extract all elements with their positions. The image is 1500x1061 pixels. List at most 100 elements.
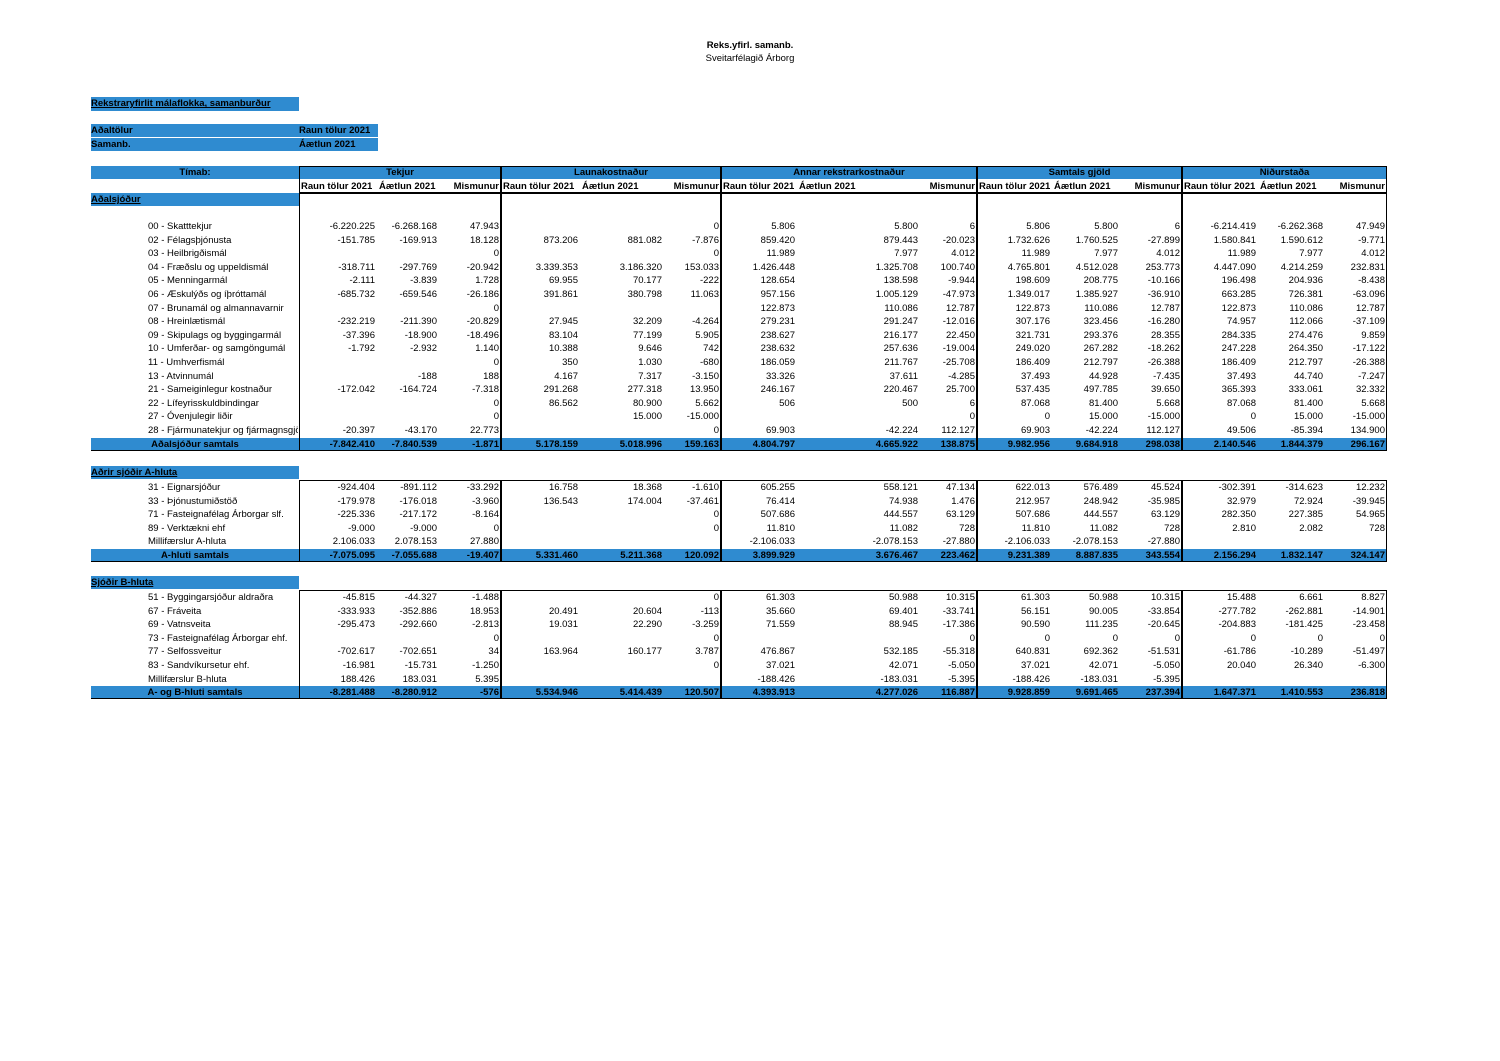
doc-subtitle: Sveitarfélagið Árborg [705,53,795,64]
cell: 37.021 [1020,660,1050,671]
cell: -2.106.033 [1004,536,1050,548]
group-header: Samtals gjöld [1048,167,1111,178]
row-label: 33 - Þjónustumiðstöð [148,495,238,507]
cell: -55.318 [942,646,975,658]
cell: 69.903 [765,425,795,436]
cell: 69.955 [548,275,578,287]
cell: 12.787 [945,302,975,314]
cell: 7.977 [1299,248,1323,260]
cell: 6.661 [1299,592,1323,603]
cell: 227.385 [1288,509,1323,521]
cell: 391.861 [543,289,578,300]
cell: -15.000 [686,411,719,423]
cell: -23.458 [1352,619,1385,631]
column-header: Áætlun 2021 [582,181,639,192]
cell: 0 [1379,632,1385,644]
cell: 33.326 [765,370,795,382]
total-label: A-hluti samtals [160,550,230,561]
cell: 622.013 [1015,482,1050,493]
total-cell: -8.280.912 [391,687,437,699]
cell: 253.773 [1145,261,1180,273]
row-label: 07 - Brunamál og almannavarnir [148,302,284,314]
cell: 74.938 [888,495,918,507]
cell: 444.557 [1083,509,1118,521]
cell: -702.651 [399,646,437,658]
cell: -15.000 [1352,411,1385,423]
cell: -6.300 [1358,660,1385,671]
cell: 42.071 [1088,660,1118,671]
cell: 1.030 [638,357,662,368]
cell: -179.978 [337,495,375,507]
cell: -277.782 [1218,605,1256,617]
cell: -10.166 [1147,275,1180,287]
cell: 293.376 [1083,329,1118,341]
cell: 1.760.525 [1075,234,1118,246]
column-header: Mismunur [453,181,499,192]
total-cell: 2.156.294 [1213,550,1256,561]
cell: -2.078.153 [872,536,918,548]
cell: 532.185 [883,646,918,658]
row-label: 08 - Hreinlætismál [148,316,226,328]
cell: -42.224 [1085,425,1118,436]
cell: 10.388 [548,343,578,355]
column-header: Áætlun 2021 [1054,181,1111,192]
total-cell: 5.178.159 [535,438,578,450]
cell: -33.741 [942,605,975,617]
cell: 122.873 [1221,302,1256,314]
cell: 1.590.612 [1280,234,1323,246]
cell: 957.156 [760,289,795,300]
cell: 365.393 [1221,384,1256,396]
cell: 726.381 [1288,289,1323,300]
cell: 37.611 [889,370,918,382]
column-header: Mismunur [1134,181,1180,192]
cell: 0 [493,302,499,314]
total-cell: 9.684.918 [1075,438,1118,450]
cell: 5.800 [1094,221,1118,232]
total-cell: 4.277.026 [875,687,918,699]
total-cell: 138.875 [940,438,975,450]
cell: 32.209 [632,316,662,328]
cell: 728 [959,522,975,534]
header-band [91,166,1387,179]
cell: 19.031 [548,619,578,631]
cell: 12.787 [1150,302,1180,314]
cell: 11.989 [1021,248,1050,260]
row-label: 03 - Heilbrigðismál [148,248,227,260]
cell: 879.443 [883,234,918,246]
cell: -172.042 [337,384,375,396]
cell: -36.910 [1147,289,1180,300]
cell: -37.461 [686,495,719,507]
cell: -20.397 [342,425,375,436]
cell: 22.773 [469,425,499,436]
cell: 291.268 [543,384,578,396]
cell: 204.936 [1288,275,1323,287]
cell: 0 [1044,411,1050,423]
group-header: Launakostnaður [574,167,648,178]
cell: -26.388 [1147,357,1180,368]
total-cell: 5.414.439 [619,687,662,699]
cell: -27.899 [1147,234,1180,246]
total-cell: 4.804.797 [752,438,795,450]
cell: -17.386 [942,619,975,631]
group-header: Annar rekstrarkostnaður [793,167,905,178]
cell: 333.061 [1288,384,1323,396]
meta-value: Raun tölur 2021 [299,124,378,137]
cell: -10.289 [1290,646,1323,658]
cell: 81.400 [1293,397,1323,409]
cell: 163.964 [543,646,578,658]
cell: 0 [1174,632,1180,644]
row-label: 09 - Skipulags og byggingarmál [148,329,282,341]
cell: 0 [1044,632,1050,644]
cell: 87.068 [1226,397,1256,409]
cell: 0 [713,221,719,232]
cell: 274.476 [1288,329,1323,341]
cell: 63.129 [945,509,975,521]
cell: 859.420 [760,234,795,246]
cell: -2.932 [410,343,437,355]
total-cell: 9.691.465 [1075,687,1118,699]
cell: 45.524 [1150,482,1180,493]
cell: -8.164 [472,509,499,521]
cell: 8.827 [1361,592,1385,603]
cell: 5.668 [1156,397,1180,409]
cell: 507.686 [760,509,795,521]
